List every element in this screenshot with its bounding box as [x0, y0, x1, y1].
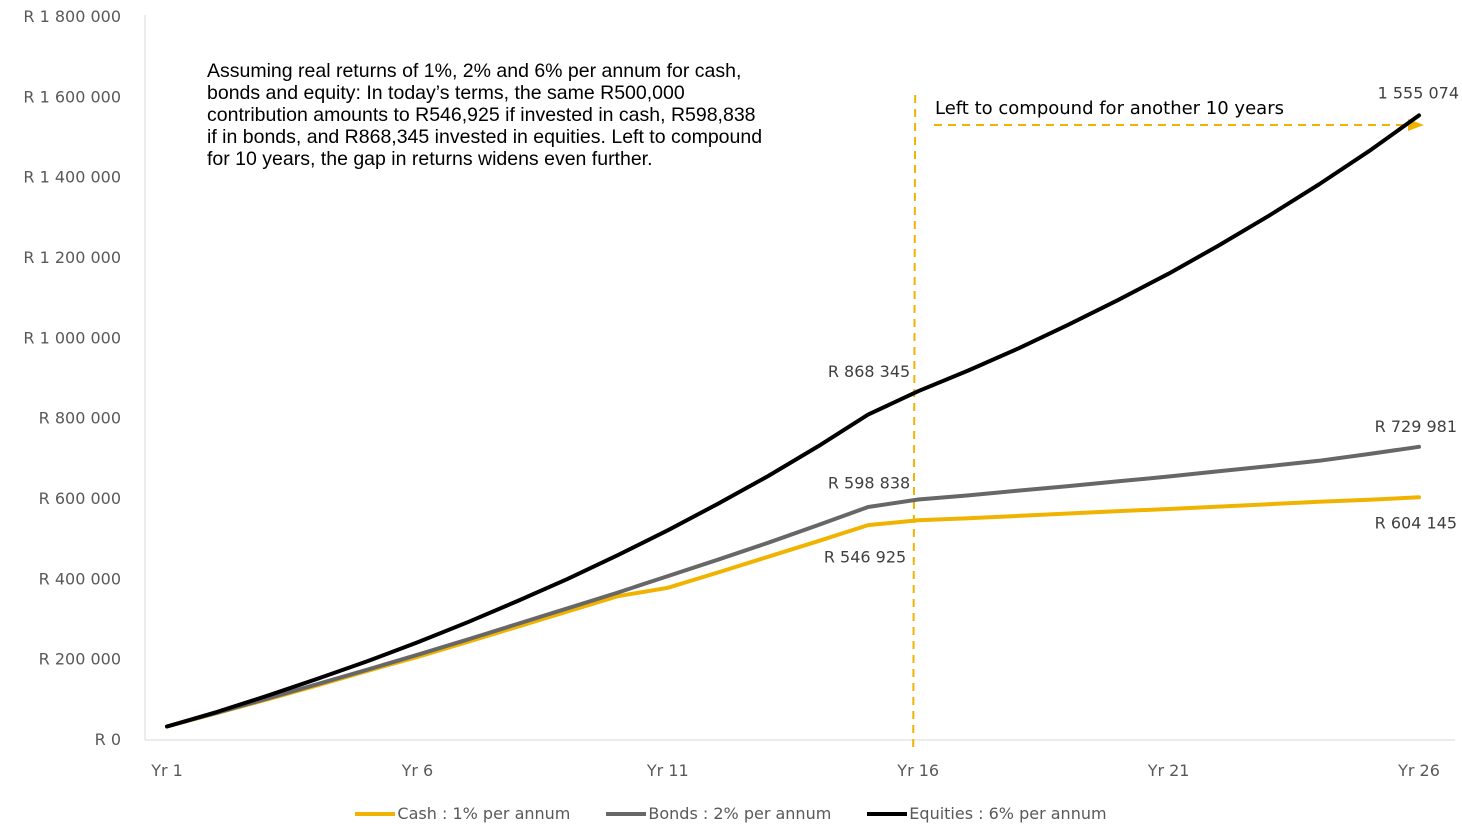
data-label: R 729 981	[1375, 417, 1457, 436]
legend-label: Bonds : 2% per annum	[648, 804, 832, 823]
y-tick-label: R 1 600 000	[23, 87, 121, 106]
x-tick-label: Yr 1	[150, 761, 183, 780]
series-line-bonds	[165, 444, 1421, 729]
y-axis-ticks: R 0 R 200 000 R 400 000 R 600 000 R 800 000 R…	[23, 7, 121, 749]
legend-swatch	[867, 811, 908, 816]
annotation-note: Assuming real returns of 1%, 2% and 6% p…	[207, 60, 763, 170]
year-16-marker	[912, 94, 1424, 751]
x-axis-ticks: Yr 1 Yr 6 Yr 11 Yr 16 Yr 21 Yr 26	[150, 761, 1440, 780]
y-tick-label: R 1 200 000	[23, 248, 121, 267]
y-tick-label: R 1 400 000	[23, 168, 121, 187]
data-label: 1 555 074	[1378, 83, 1459, 102]
series-lines	[165, 113, 1421, 729]
series-line-cash	[165, 495, 1421, 729]
axes	[144, 15, 1455, 741]
legend-item: Cash : 1% per annum	[355, 804, 570, 823]
data-labels: R 546 925 R 598 838 R 868 345 R 604 145 R 72…	[824, 83, 1459, 566]
year-16-dashed-line	[912, 94, 917, 751]
y-tick-label: R 1 000 000	[23, 328, 121, 347]
data-label: R 604 145	[1375, 513, 1457, 532]
line-chart: R 0 R 200 000 R 400 000 R 600 000 R 800 000 R…	[23, 7, 1459, 780]
series-line-equities	[165, 113, 1421, 729]
data-label: R 546 925	[824, 547, 906, 566]
x-tick-label: Yr 11	[646, 761, 689, 780]
legend-swatch	[606, 811, 647, 816]
legend-label: Cash : 1% per annum	[397, 804, 571, 823]
y-tick-label: R 800 000	[39, 409, 121, 428]
y-tick-label: R 200 000	[39, 650, 121, 669]
x-tick-label: Yr 16	[896, 761, 939, 780]
legend-swatch	[355, 811, 396, 816]
x-tick-label: Yr 26	[1397, 761, 1440, 780]
legend-label: Equities : 6% per annum	[909, 804, 1107, 823]
data-label: R 868 345	[828, 362, 910, 381]
callout-text: Left to compound for another 10 years	[935, 98, 1284, 119]
data-label: R 598 838	[828, 473, 910, 492]
x-tick-label: Yr 21	[1147, 761, 1190, 780]
legend-item: Equities : 6% per annum	[867, 804, 1107, 823]
y-tick-label: R 0	[95, 730, 121, 749]
legend: Cash : 1% per annum Bonds : 2% per annum E…	[0, 804, 1462, 823]
y-tick-label: R 600 000	[39, 489, 121, 508]
x-tick-label: Yr 6	[401, 761, 434, 780]
legend-item: Bonds : 2% per annum	[606, 804, 831, 823]
y-tick-label: R 1 800 000	[23, 7, 121, 26]
y-tick-label: R 400 000	[39, 569, 121, 588]
